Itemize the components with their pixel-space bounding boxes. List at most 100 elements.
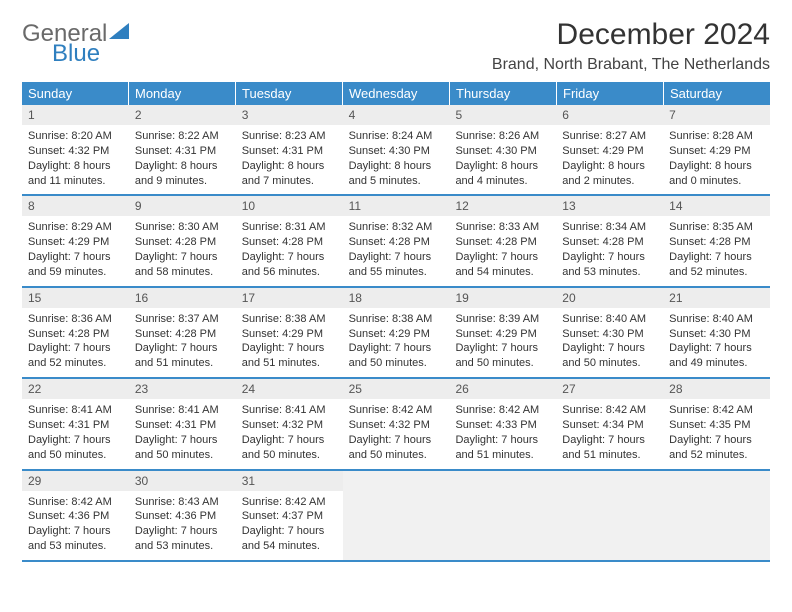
day-cell: 24Sunrise: 8:41 AMSunset: 4:32 PMDayligh… xyxy=(236,379,343,468)
day-line: Sunrise: 8:42 AM xyxy=(562,403,657,418)
day-line: Daylight: 7 hours xyxy=(669,433,764,448)
week-row: 15Sunrise: 8:36 AMSunset: 4:28 PMDayligh… xyxy=(22,288,770,379)
day-cell: 10Sunrise: 8:31 AMSunset: 4:28 PMDayligh… xyxy=(236,196,343,285)
day-line: Daylight: 8 hours xyxy=(669,159,764,174)
day-body: Sunrise: 8:26 AMSunset: 4:30 PMDaylight:… xyxy=(449,125,556,194)
day-line: and 4 minutes. xyxy=(455,174,550,189)
day-line: Daylight: 7 hours xyxy=(242,341,337,356)
day-line: Sunset: 4:30 PM xyxy=(455,144,550,159)
day-number: 1 xyxy=(22,105,129,125)
day-body: Sunrise: 8:34 AMSunset: 4:28 PMDaylight:… xyxy=(556,216,663,285)
day-number: 2 xyxy=(129,105,236,125)
day-body: Sunrise: 8:42 AMSunset: 4:37 PMDaylight:… xyxy=(236,491,343,560)
day-line: and 50 minutes. xyxy=(28,448,123,463)
day-line: Sunset: 4:32 PM xyxy=(242,418,337,433)
month-title: December 2024 xyxy=(492,18,770,52)
day-body: Sunrise: 8:38 AMSunset: 4:29 PMDaylight:… xyxy=(236,308,343,377)
day-body: Sunrise: 8:23 AMSunset: 4:31 PMDaylight:… xyxy=(236,125,343,194)
day-body: Sunrise: 8:35 AMSunset: 4:28 PMDaylight:… xyxy=(663,216,770,285)
day-line: Sunset: 4:30 PM xyxy=(349,144,444,159)
day-line: Sunrise: 8:22 AM xyxy=(135,129,230,144)
day-line: Daylight: 7 hours xyxy=(562,341,657,356)
day-line: Sunset: 4:28 PM xyxy=(28,327,123,342)
day-header: Saturday xyxy=(664,82,770,105)
day-line: Daylight: 8 hours xyxy=(562,159,657,174)
day-line: Sunset: 4:36 PM xyxy=(28,509,123,524)
day-line: Daylight: 7 hours xyxy=(562,250,657,265)
day-number: 14 xyxy=(663,196,770,216)
day-line: Sunrise: 8:34 AM xyxy=(562,220,657,235)
day-line: Sunrise: 8:42 AM xyxy=(349,403,444,418)
day-number: 26 xyxy=(449,379,556,399)
day-line: and 52 minutes. xyxy=(669,265,764,280)
day-cell: 29Sunrise: 8:42 AMSunset: 4:36 PMDayligh… xyxy=(22,471,129,560)
day-body: Sunrise: 8:41 AMSunset: 4:32 PMDaylight:… xyxy=(236,399,343,468)
day-line: and 50 minutes. xyxy=(455,356,550,371)
day-line: and 54 minutes. xyxy=(242,539,337,554)
day-line: Daylight: 7 hours xyxy=(455,250,550,265)
day-body: Sunrise: 8:41 AMSunset: 4:31 PMDaylight:… xyxy=(129,399,236,468)
day-line: Daylight: 8 hours xyxy=(455,159,550,174)
day-body: Sunrise: 8:42 AMSunset: 4:36 PMDaylight:… xyxy=(22,491,129,560)
day-cell: 18Sunrise: 8:38 AMSunset: 4:29 PMDayligh… xyxy=(343,288,450,377)
day-number: 6 xyxy=(556,105,663,125)
day-line: Daylight: 7 hours xyxy=(135,341,230,356)
day-line: and 54 minutes. xyxy=(455,265,550,280)
day-line: Sunrise: 8:23 AM xyxy=(242,129,337,144)
day-line: Daylight: 7 hours xyxy=(562,433,657,448)
day-cell: 1Sunrise: 8:20 AMSunset: 4:32 PMDaylight… xyxy=(22,105,129,194)
day-header: Friday xyxy=(557,82,664,105)
day-number: 30 xyxy=(129,471,236,491)
day-line: and 50 minutes. xyxy=(242,448,337,463)
day-line: and 53 minutes. xyxy=(28,539,123,554)
day-line: and 0 minutes. xyxy=(669,174,764,189)
day-line: Sunrise: 8:35 AM xyxy=(669,220,764,235)
day-cell: 6Sunrise: 8:27 AMSunset: 4:29 PMDaylight… xyxy=(556,105,663,194)
day-line: Daylight: 7 hours xyxy=(669,341,764,356)
day-number: 29 xyxy=(22,471,129,491)
day-number: 15 xyxy=(22,288,129,308)
day-number: 9 xyxy=(129,196,236,216)
day-line: Daylight: 7 hours xyxy=(669,250,764,265)
day-cell: 27Sunrise: 8:42 AMSunset: 4:34 PMDayligh… xyxy=(556,379,663,468)
day-line: Sunset: 4:29 PM xyxy=(669,144,764,159)
day-number: 10 xyxy=(236,196,343,216)
day-body: Sunrise: 8:24 AMSunset: 4:30 PMDaylight:… xyxy=(343,125,450,194)
day-line: Sunrise: 8:24 AM xyxy=(349,129,444,144)
day-cell: 2Sunrise: 8:22 AMSunset: 4:31 PMDaylight… xyxy=(129,105,236,194)
day-line: and 7 minutes. xyxy=(242,174,337,189)
day-body: Sunrise: 8:43 AMSunset: 4:36 PMDaylight:… xyxy=(129,491,236,560)
day-line: and 51 minutes. xyxy=(135,356,230,371)
day-line: Daylight: 8 hours xyxy=(349,159,444,174)
day-line: Sunrise: 8:28 AM xyxy=(669,129,764,144)
day-body: Sunrise: 8:36 AMSunset: 4:28 PMDaylight:… xyxy=(22,308,129,377)
day-line: and 55 minutes. xyxy=(349,265,444,280)
day-body: Sunrise: 8:31 AMSunset: 4:28 PMDaylight:… xyxy=(236,216,343,285)
day-cell: 9Sunrise: 8:30 AMSunset: 4:28 PMDaylight… xyxy=(129,196,236,285)
day-header: Thursday xyxy=(450,82,557,105)
day-line: Sunset: 4:30 PM xyxy=(669,327,764,342)
day-body: Sunrise: 8:38 AMSunset: 4:29 PMDaylight:… xyxy=(343,308,450,377)
day-line: Sunset: 4:34 PM xyxy=(562,418,657,433)
day-line: Daylight: 7 hours xyxy=(28,250,123,265)
day-body: Sunrise: 8:42 AMSunset: 4:35 PMDaylight:… xyxy=(663,399,770,468)
day-cell: 12Sunrise: 8:33 AMSunset: 4:28 PMDayligh… xyxy=(449,196,556,285)
day-cell: 11Sunrise: 8:32 AMSunset: 4:28 PMDayligh… xyxy=(343,196,450,285)
day-line: Sunrise: 8:38 AM xyxy=(242,312,337,327)
day-line: Sunrise: 8:37 AM xyxy=(135,312,230,327)
day-line: Sunset: 4:28 PM xyxy=(135,327,230,342)
day-body: Sunrise: 8:30 AMSunset: 4:28 PMDaylight:… xyxy=(129,216,236,285)
day-number: 21 xyxy=(663,288,770,308)
day-line: Daylight: 7 hours xyxy=(135,524,230,539)
day-line: Sunset: 4:31 PM xyxy=(135,418,230,433)
day-line: Sunset: 4:28 PM xyxy=(349,235,444,250)
day-line: and 51 minutes. xyxy=(242,356,337,371)
day-line: Sunrise: 8:42 AM xyxy=(669,403,764,418)
day-body: Sunrise: 8:42 AMSunset: 4:32 PMDaylight:… xyxy=(343,399,450,468)
day-number: 18 xyxy=(343,288,450,308)
day-body: Sunrise: 8:39 AMSunset: 4:29 PMDaylight:… xyxy=(449,308,556,377)
day-body: Sunrise: 8:22 AMSunset: 4:31 PMDaylight:… xyxy=(129,125,236,194)
day-header: Wednesday xyxy=(343,82,450,105)
week-row: 22Sunrise: 8:41 AMSunset: 4:31 PMDayligh… xyxy=(22,379,770,470)
day-line: Sunset: 4:32 PM xyxy=(349,418,444,433)
